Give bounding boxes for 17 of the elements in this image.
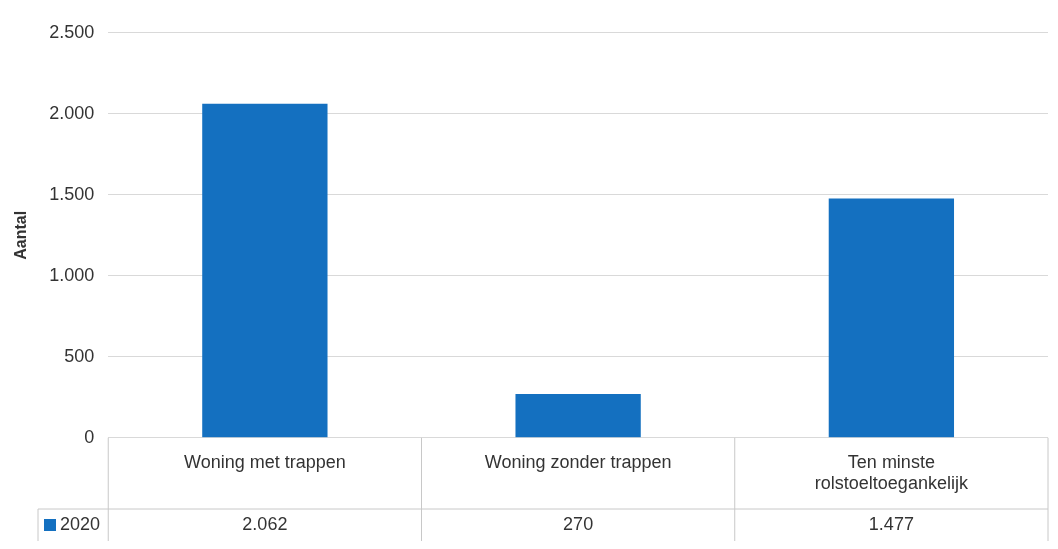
y-tick-label: 0 <box>84 426 95 447</box>
x-tick-label: Woning met trappen <box>183 451 346 472</box>
x-tick-label: Woning zonder trappen <box>484 451 672 472</box>
y-tick-label: 1.500 <box>49 183 95 204</box>
bar <box>202 103 328 438</box>
y-tick-label: 2.500 <box>49 21 95 42</box>
data-label: 1.477 <box>868 513 914 534</box>
bar <box>515 394 641 438</box>
y-tick-label: 500 <box>64 345 95 366</box>
data-label: 2.062 <box>242 513 288 534</box>
y-tick-label: 1.000 <box>49 264 95 285</box>
y-tick-label: 2.000 <box>49 102 95 123</box>
bar <box>828 198 955 438</box>
data-label: 270 <box>563 513 594 534</box>
y-axis-title: Aantal <box>12 210 30 260</box>
legend-label: 2020 <box>60 513 101 534</box>
x-tick-label: Ten minste rolstoeltoegankelijk <box>814 451 969 494</box>
